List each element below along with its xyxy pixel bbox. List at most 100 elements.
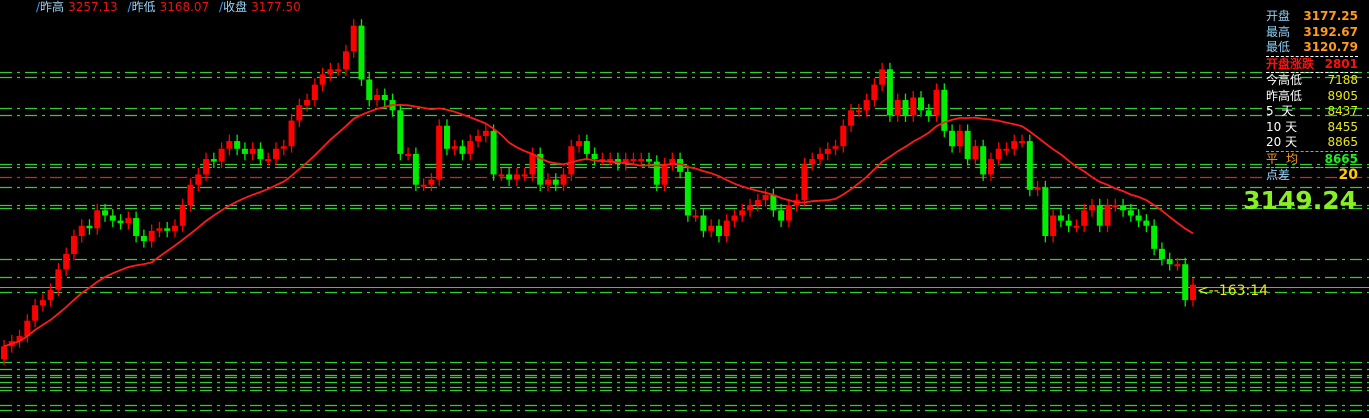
- candle-body: [1112, 205, 1119, 208]
- candle-body: [164, 228, 171, 231]
- candle-body: [607, 159, 614, 162]
- candle-body: [405, 153, 412, 156]
- candle-body: [910, 97, 917, 116]
- candle-body: [925, 110, 932, 116]
- candle-body: [708, 225, 715, 231]
- candle-body: [918, 97, 925, 111]
- candle-body: [1096, 205, 1103, 226]
- candle-body: [374, 94, 381, 101]
- candle-body: [1050, 215, 1057, 236]
- candle-body: [86, 225, 93, 229]
- candle-body: [684, 171, 691, 216]
- candle-body: [1120, 205, 1127, 211]
- candle-body: [171, 225, 178, 231]
- candle-body: [280, 146, 287, 149]
- prev-high-label: 昨高: [40, 0, 65, 14]
- candle-body: [16, 336, 23, 342]
- range-label: 今高低: [1266, 73, 1303, 88]
- candle-body: [203, 159, 210, 175]
- prev-close-value: 3177.50: [251, 0, 301, 14]
- candle-body: [226, 141, 233, 149]
- candle-body: [1174, 264, 1181, 267]
- prev-low-value: 3168.07: [159, 0, 210, 14]
- prev-high-value: 3257.13: [68, 0, 118, 14]
- candle-body: [599, 159, 606, 162]
- candle-body: [956, 130, 963, 147]
- candle-body: [1019, 141, 1026, 144]
- candle-body: [1065, 220, 1072, 226]
- candle-body: [638, 159, 645, 162]
- candle-body: [55, 269, 62, 290]
- candle-body: [187, 184, 194, 206]
- candle-body: [358, 25, 365, 80]
- open-row: 开盘 3177.25: [1266, 9, 1358, 25]
- candle-body: [1135, 215, 1142, 221]
- candle-body: [987, 159, 994, 175]
- candle-body: [762, 194, 769, 201]
- candle-body: [715, 225, 722, 236]
- candle-body: [980, 146, 987, 175]
- candle-body: [195, 174, 202, 185]
- candle-body: [47, 289, 54, 301]
- candle-body: [646, 159, 653, 162]
- candle-body: [754, 200, 761, 206]
- candle-body: [785, 205, 792, 221]
- candle-body: [451, 146, 458, 149]
- candle-body: [420, 184, 427, 187]
- candle-body: [1158, 248, 1165, 260]
- candle-body: [840, 125, 847, 147]
- candle-body: [210, 159, 217, 162]
- candle-body: [234, 141, 241, 149]
- candle-body: [319, 74, 326, 85]
- candle-body: [537, 153, 544, 185]
- low-value: 3120.79: [1303, 40, 1358, 55]
- candle-body: [1166, 259, 1173, 265]
- candle-body: [1011, 141, 1018, 149]
- candle-body: [102, 210, 109, 216]
- range-row: 今高低 7188: [1266, 73, 1358, 89]
- range-row: 10 天 8455: [1266, 120, 1358, 136]
- candle-body: [179, 205, 186, 226]
- candle-body: [863, 100, 870, 111]
- candle-body: [257, 148, 264, 160]
- candle-body: [552, 179, 559, 185]
- candle-body: [653, 161, 660, 185]
- candle-body: [855, 110, 862, 113]
- candle-body: [327, 69, 334, 75]
- range-label: 20 天: [1266, 135, 1298, 150]
- candle-body: [490, 130, 497, 175]
- candle-body: [109, 215, 116, 221]
- candle-body: [272, 148, 279, 160]
- range-value: 8905: [1327, 88, 1358, 103]
- candle-body: [249, 148, 256, 154]
- candle-body: [78, 225, 85, 236]
- candle-body: [933, 89, 940, 116]
- candle-body: [949, 130, 956, 147]
- candle-body: [498, 174, 505, 177]
- candle-body: [995, 148, 1002, 160]
- candle-body: [241, 148, 248, 154]
- open-value: 3177.25: [1303, 9, 1358, 24]
- candle-body: [443, 125, 450, 149]
- candle-body: [894, 100, 901, 116]
- high-value: 3192.67: [1303, 24, 1358, 39]
- candle-body: [39, 300, 46, 306]
- candle-body: [1143, 220, 1150, 226]
- spread-label: 点差: [1266, 168, 1291, 183]
- candle-body: [1151, 225, 1158, 249]
- candle-body: [1026, 141, 1033, 190]
- candle-body: [63, 253, 70, 270]
- candle-body: [218, 148, 225, 162]
- range-value: 8437: [1327, 104, 1358, 119]
- candle-body: [117, 220, 124, 224]
- candle-body: [140, 236, 147, 242]
- range-value: 8865: [1327, 135, 1358, 150]
- candle-body: [544, 179, 551, 185]
- open-label: 开盘: [1266, 9, 1291, 24]
- candle-body: [335, 69, 342, 72]
- candle-body: [467, 141, 474, 154]
- candle-body: [529, 153, 536, 175]
- candle-body: [723, 220, 730, 236]
- candle-body: [412, 153, 419, 185]
